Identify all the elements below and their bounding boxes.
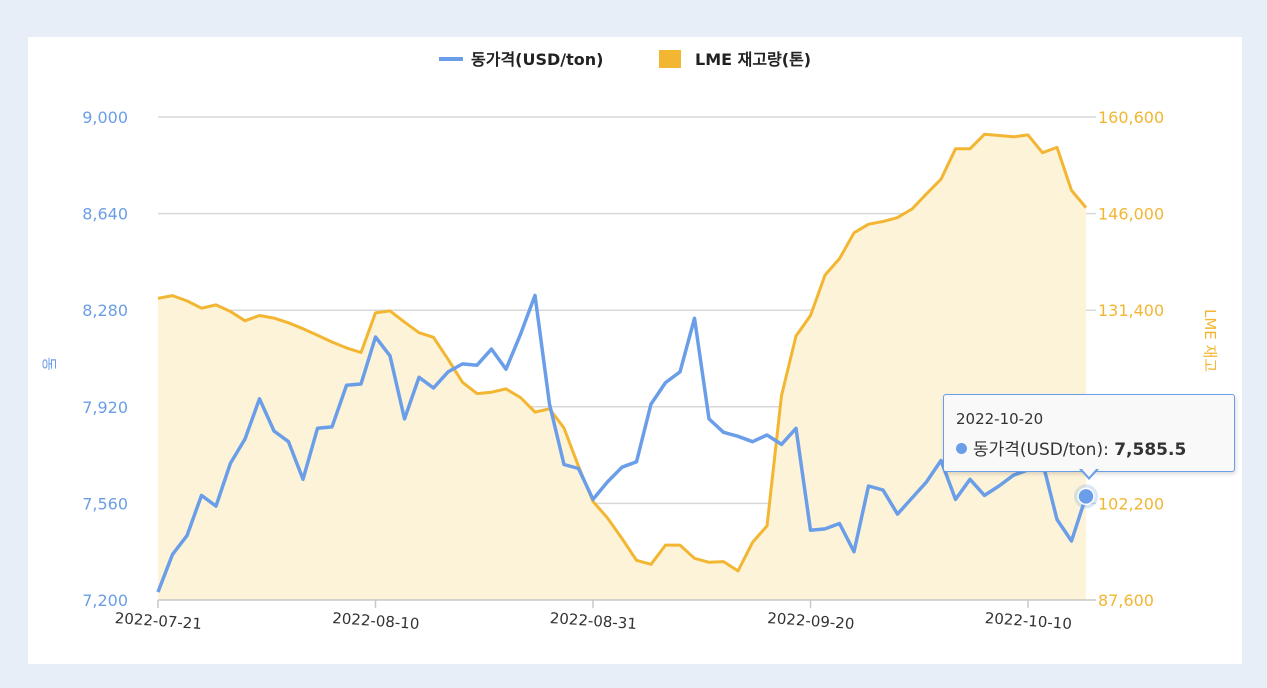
highlight-point — [1077, 487, 1095, 506]
x-tick-label: 2022-07-21 — [114, 609, 202, 633]
legend-stock-label[interactable]: LME 재고량(톤) — [695, 50, 811, 69]
series-lines — [156, 132, 1088, 593]
tooltip-value: 7,585.5 — [1114, 440, 1187, 460]
tooltip-row: 동가격(USD/ton): 7,585.5 — [956, 435, 1186, 460]
x-tick-label: 2022-08-10 — [332, 609, 420, 633]
legend-price-label[interactable]: 동가격(USD/ton) — [471, 50, 603, 69]
y-left-tick-label: 8,280 — [82, 301, 128, 320]
y-right-tick-label: 87,600 — [1098, 591, 1154, 610]
y-left-tick-label: 8,640 — [82, 205, 128, 224]
x-tick-label: 2022-08-31 — [549, 609, 637, 633]
x-tick-label: 2022-09-20 — [767, 609, 855, 633]
tooltip: 2022-10-20 동가격(USD/ton): 7,585.5 — [943, 394, 1235, 472]
price-line — [156, 293, 1088, 593]
y-left-tick-label: 7,560 — [82, 494, 128, 513]
y-right-tick-label: 131,400 — [1098, 301, 1164, 320]
y-right-tick-label: 146,000 — [1098, 205, 1164, 224]
x-axis-ticks: 2022-07-21 2022-08-10 2022-08-31 2022-09-20… — [114, 609, 1072, 633]
stock-line — [157, 132, 1088, 573]
y-axis-right-title: LME 재고 — [1201, 309, 1219, 372]
x-axis — [157, 599, 1096, 608]
x-tick-label: 2022-10-10 — [984, 609, 1072, 633]
stock-area-fill — [158, 134, 1086, 600]
stock-area — [158, 134, 1086, 600]
tooltip-series-label: 동가격(USD/ton) — [973, 440, 1104, 460]
tooltip-separator: : — [1103, 440, 1115, 460]
y-left-tick-label: 7,200 — [82, 591, 128, 610]
y-left-tick-label: 9,000 — [82, 108, 128, 127]
y-right-tick-label: 102,200 — [1098, 494, 1164, 513]
tooltip-tail-inner — [1081, 468, 1097, 477]
y-axis-right: 87,600102,200116,800131,400146,000160,60… — [1098, 108, 1164, 610]
y-right-tick-label: 160,600 — [1098, 108, 1164, 127]
tooltip-date: 2022-10-20 — [956, 410, 1044, 428]
legend-stock-swatch — [659, 50, 681, 68]
legend[interactable]: 동가격(USD/ton) LME 재고량(톤) — [439, 50, 811, 69]
y-axis-left-title: 동 — [40, 357, 58, 371]
chart-card: 동가격(USD/ton) LME 재고량(톤) 7,200 7,560 7,920 8… — [28, 37, 1242, 664]
highlight-marker[interactable] — [1074, 484, 1098, 509]
y-left-tick-label: 7,920 — [82, 398, 128, 417]
chart: 동가격(USD/ton) LME 재고량(톤) 7,200 7,560 7,920 8… — [40, 50, 1219, 633]
y-axis-left: 7,200 7,560 7,920 8,280 8,640 9,000 — [82, 108, 128, 610]
tooltip-series-dot — [956, 443, 967, 454]
